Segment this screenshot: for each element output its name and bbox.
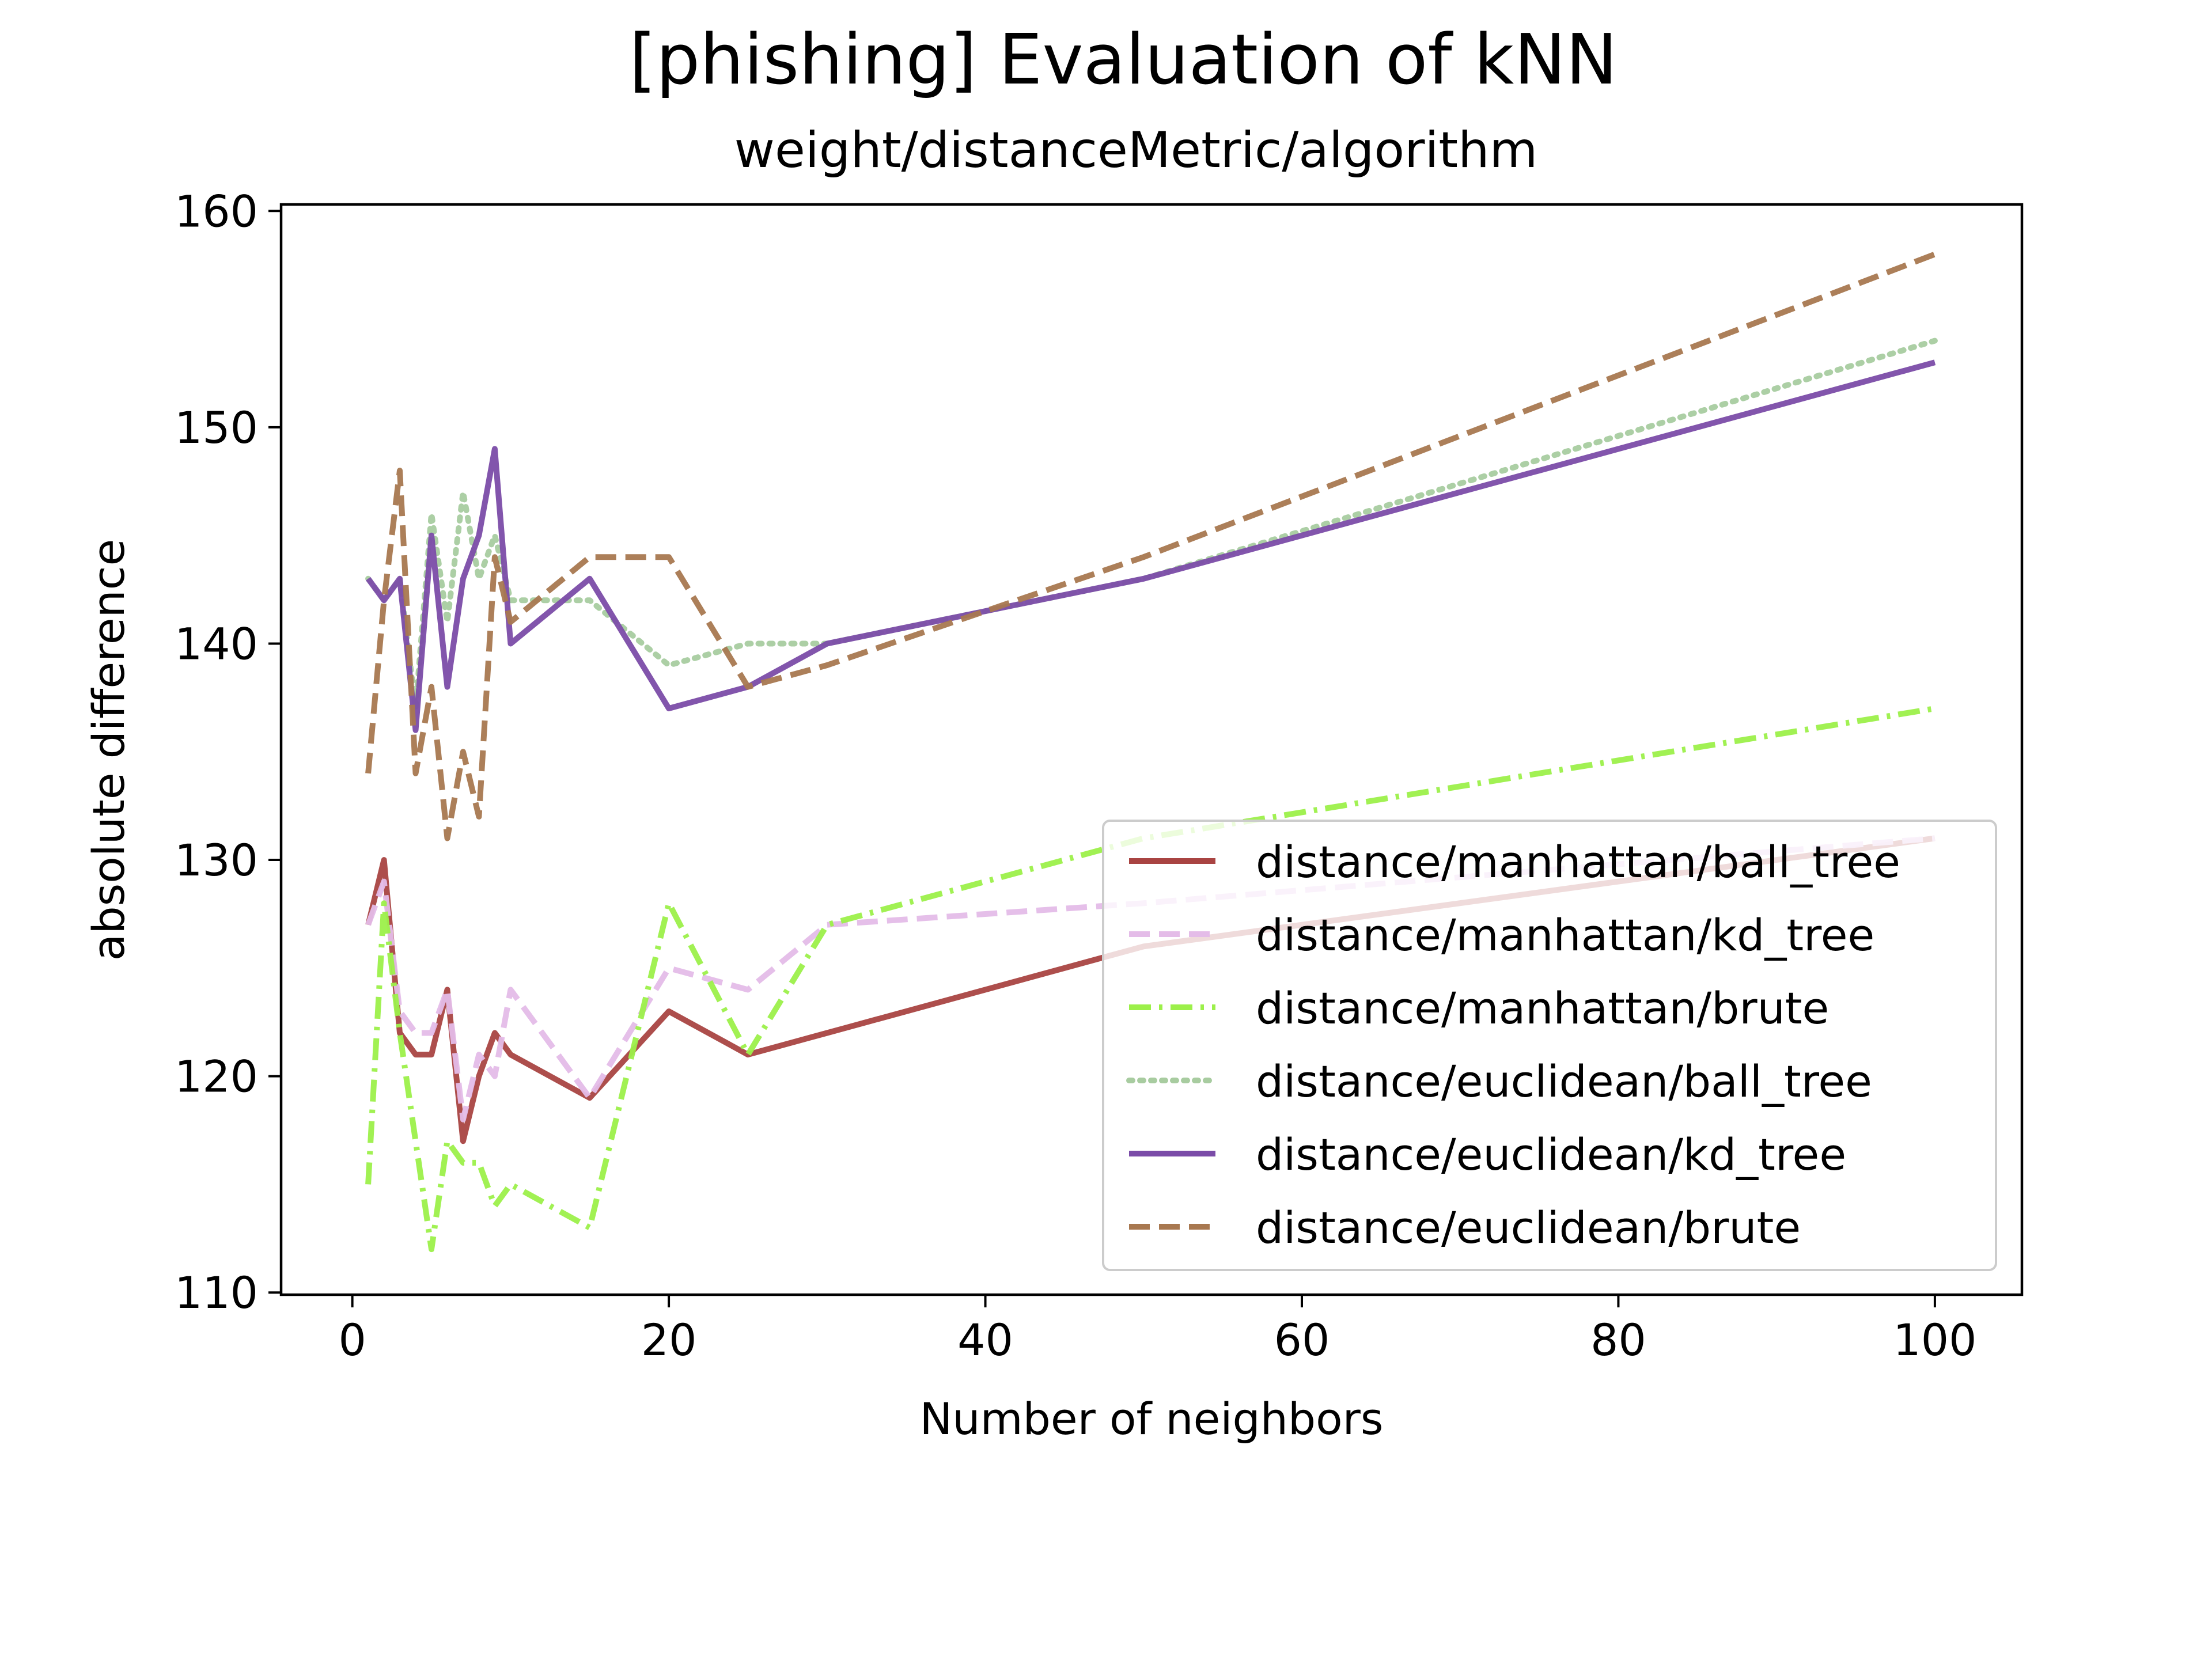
legend-frame <box>1102 820 1997 1271</box>
plot-frame <box>279 203 2024 1296</box>
y-tick-label: 150 <box>175 402 258 453</box>
y-tick-label: 130 <box>175 835 258 886</box>
legend-label: distance/euclidean/brute <box>1256 1202 1801 1253</box>
legend-label: distance/manhattan/kd_tree <box>1256 909 1874 961</box>
series-line-distance-euclidean-kd-tree <box>366 359 1936 733</box>
series-line-distance-euclidean-brute <box>365 251 1936 841</box>
x-tick-label: 60 <box>1274 1314 1330 1366</box>
x-axis-label: Number of neighbors <box>920 1393 1384 1444</box>
y-axis-ticks: 110 120 130 140 150 160 <box>175 185 281 1318</box>
legend-label: distance/manhattan/brute <box>1256 983 1829 1034</box>
legend-label: distance/manhattan/ball_tree <box>1256 836 1900 888</box>
chart-title: [phishing] Evaluation of kNN <box>629 20 1618 100</box>
x-tick-label: 40 <box>957 1314 1013 1366</box>
plot-area: 110 120 130 140 150 160 0 20 40 60 80 100 <box>175 185 2024 1366</box>
x-tick-label: 0 <box>338 1314 366 1366</box>
y-tick-label: 160 <box>175 185 258 237</box>
legend-label: distance/euclidean/ball_tree <box>1256 1056 1872 1107</box>
series-line-distance-manhattan-ball-tree <box>365 835 1936 1144</box>
y-tick-label: 140 <box>175 618 258 669</box>
x-tick-label: 80 <box>1590 1314 1646 1366</box>
series-line-distance-euclidean-ball-tree <box>365 337 1938 712</box>
x-tick-label: 100 <box>1893 1314 1976 1366</box>
y-tick-label: 120 <box>175 1051 258 1102</box>
legend-entries: distance/manhattan/ball_tree distance/man… <box>1126 836 1900 1253</box>
y-axis-label: absolute difference <box>83 539 134 961</box>
legend-label: distance/euclidean/kd_tree <box>1256 1129 1846 1180</box>
x-axis-ticks: 0 20 40 60 80 100 <box>338 1295 1976 1366</box>
y-tick-label: 110 <box>175 1267 258 1318</box>
chart-subtitle: weight/distanceMetric/algorithm <box>734 122 1538 179</box>
series-lines <box>365 251 1938 1253</box>
x-tick-label: 20 <box>641 1314 697 1366</box>
legend: distance/manhattan/ball_tree distance/man… <box>1102 820 1997 1271</box>
series-line-distance-manhattan-kd-tree <box>365 835 1936 1122</box>
